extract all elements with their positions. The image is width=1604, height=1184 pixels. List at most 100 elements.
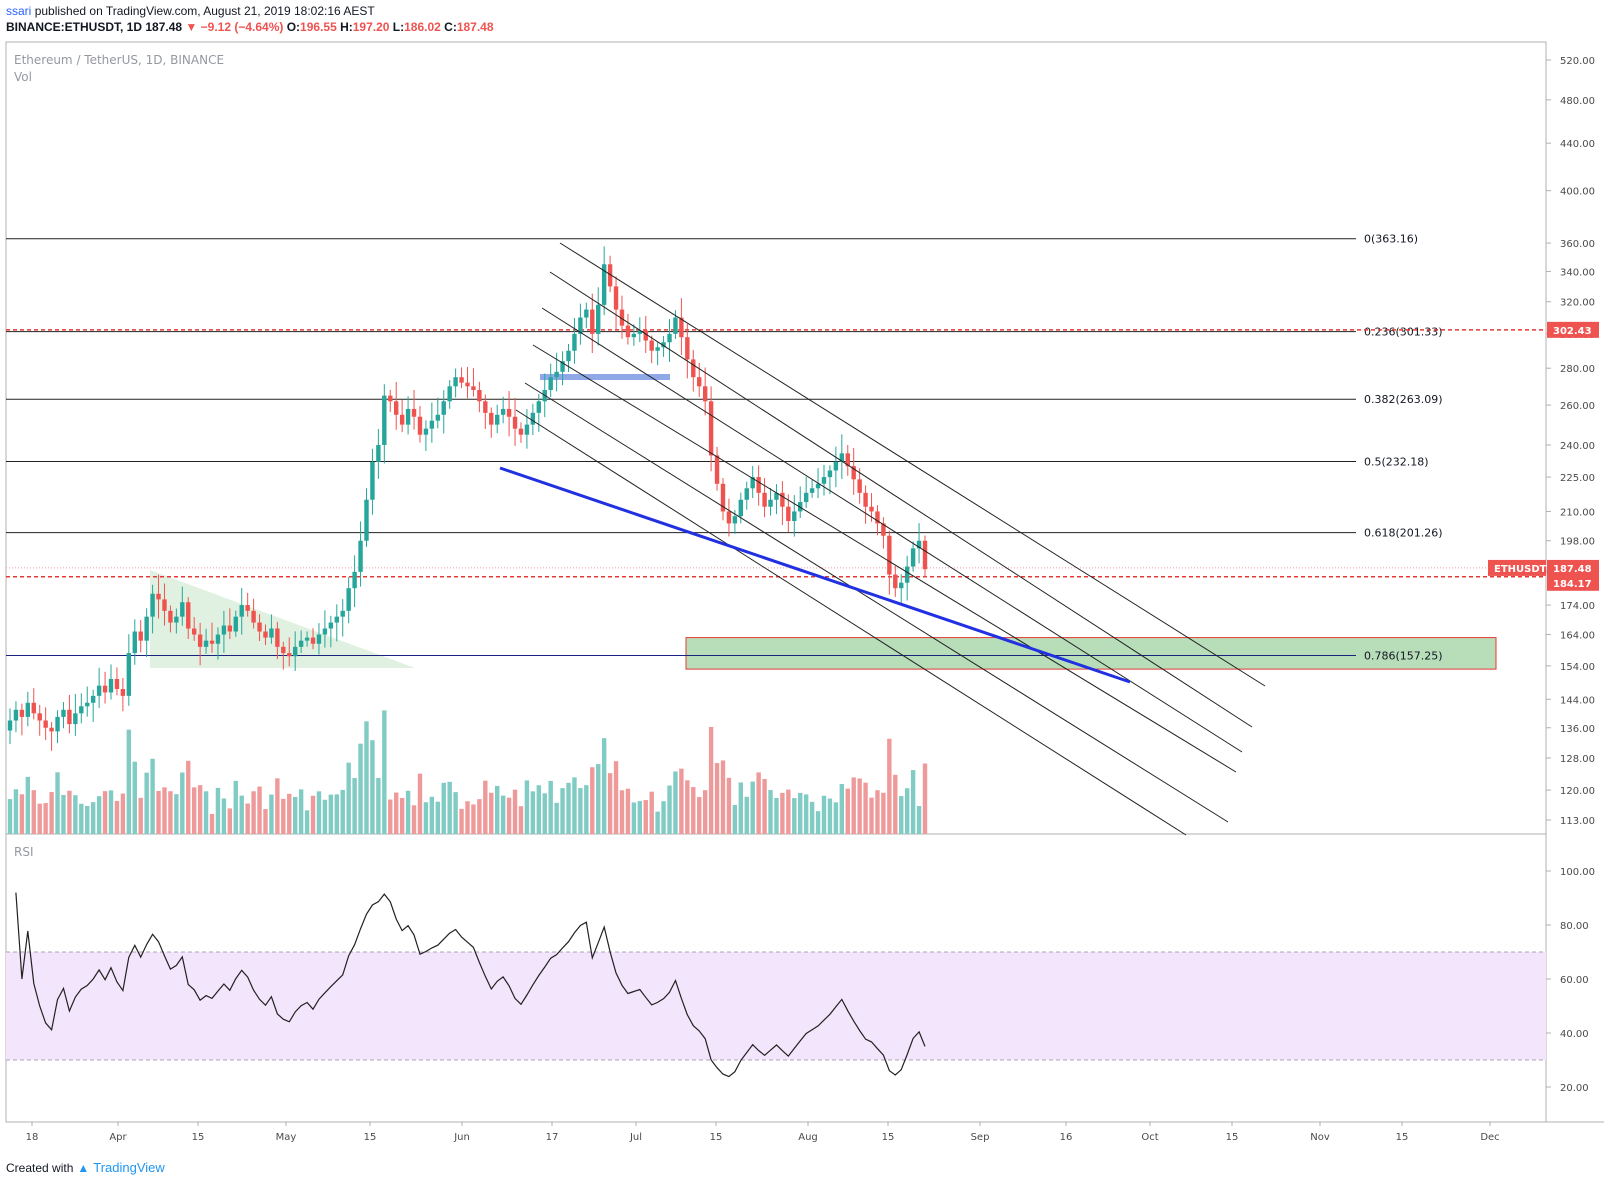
volume-bar xyxy=(483,780,488,834)
time-tick-label: 15 xyxy=(192,1132,205,1143)
volume-bar xyxy=(631,802,637,834)
candle xyxy=(126,653,132,696)
volume-bar xyxy=(560,788,565,834)
volume-bar xyxy=(186,760,191,834)
fib-label: 0.382(263.09) xyxy=(1364,393,1443,406)
volume-bar xyxy=(292,796,298,834)
volume-bar xyxy=(471,804,476,834)
candle xyxy=(708,401,714,456)
fib-label: 0.236(301.33) xyxy=(1364,326,1443,339)
fib-label: 0.5(232.18) xyxy=(1364,455,1429,468)
candle xyxy=(869,506,874,512)
volume-bar xyxy=(726,777,732,834)
candle xyxy=(245,605,250,611)
time-tick-label: 15 xyxy=(710,1132,723,1143)
volume-bar xyxy=(637,801,643,834)
candle xyxy=(292,646,298,657)
candle xyxy=(786,506,791,522)
candle xyxy=(649,340,654,351)
candle xyxy=(524,424,530,435)
candle xyxy=(584,309,589,318)
volume-bar xyxy=(114,800,120,834)
time-tick-label: Apr xyxy=(109,1132,127,1143)
volume-bar xyxy=(7,799,13,834)
volume-bar xyxy=(625,788,631,834)
volume-bar xyxy=(138,797,143,834)
volume-bar xyxy=(459,808,464,834)
price-tick-label: 225.00 xyxy=(1560,473,1595,484)
candle xyxy=(108,678,114,693)
time-tick-label: Jul xyxy=(629,1132,642,1143)
volume-bar xyxy=(90,802,96,834)
volume-bar xyxy=(221,798,227,834)
candle xyxy=(382,395,387,445)
candle xyxy=(489,412,494,425)
candle xyxy=(120,689,126,696)
candle xyxy=(174,616,179,623)
candle xyxy=(803,492,809,503)
candle xyxy=(851,466,856,480)
volume-bar xyxy=(340,789,345,834)
price-tick-label: 320.00 xyxy=(1560,298,1595,309)
candle xyxy=(328,622,334,629)
volume-bar xyxy=(572,777,577,834)
candle xyxy=(815,483,821,489)
price-tick-label: 144.00 xyxy=(1560,695,1595,706)
candle xyxy=(471,386,476,391)
volume-bar xyxy=(73,795,78,834)
candle xyxy=(809,488,815,493)
volume-bar xyxy=(191,787,197,834)
candle xyxy=(215,634,221,644)
candle xyxy=(500,408,506,415)
volume-bar xyxy=(394,792,399,834)
price-tick-label: 198.00 xyxy=(1560,537,1595,548)
publisher[interactable]: ssari xyxy=(6,4,32,18)
volume-bar xyxy=(405,790,411,834)
candle xyxy=(447,386,452,402)
candle xyxy=(655,347,660,351)
price-tick-label: 136.00 xyxy=(1560,724,1595,735)
volume-bar xyxy=(922,763,928,834)
candle xyxy=(887,535,892,575)
candle xyxy=(613,286,619,310)
support-highlight xyxy=(540,374,670,380)
volume-bar xyxy=(548,780,553,834)
candle xyxy=(548,377,553,391)
volume-bar xyxy=(13,789,19,834)
candle xyxy=(673,317,678,334)
time-tick-label: 15 xyxy=(1226,1132,1239,1143)
volume-bar xyxy=(316,791,322,834)
volume-bar xyxy=(649,791,654,834)
candle xyxy=(518,428,524,435)
candle xyxy=(697,377,702,387)
price-tick-label: 113.00 xyxy=(1560,816,1595,827)
volume-bar xyxy=(584,785,589,834)
tradingview-brand[interactable]: TradingView xyxy=(93,1160,165,1175)
candle xyxy=(738,499,744,517)
volume-bar xyxy=(714,763,720,834)
time-tick-label: Jun xyxy=(453,1132,470,1143)
candle xyxy=(85,702,90,707)
candle xyxy=(601,264,607,305)
candle xyxy=(744,488,749,500)
volume-bar xyxy=(512,789,518,834)
volume-bar xyxy=(839,784,845,834)
candle xyxy=(114,678,120,690)
volume-bar xyxy=(685,780,690,834)
volume-bar xyxy=(679,768,684,834)
down-arrow-icon: ▼ xyxy=(185,20,198,34)
candle xyxy=(780,492,785,507)
candle xyxy=(239,605,244,617)
volume-bar xyxy=(102,791,108,834)
candle xyxy=(370,461,375,500)
volume-bar xyxy=(542,793,547,834)
candle xyxy=(96,685,102,696)
legend-vol: Vol xyxy=(14,70,32,84)
time-tick-label: 16 xyxy=(1060,1132,1073,1143)
volume-bar xyxy=(239,795,244,834)
volume-bar xyxy=(530,791,536,834)
time-tick-label: Nov xyxy=(1310,1132,1330,1143)
price-tag xyxy=(1547,321,1599,338)
price-tag xyxy=(1547,559,1599,576)
